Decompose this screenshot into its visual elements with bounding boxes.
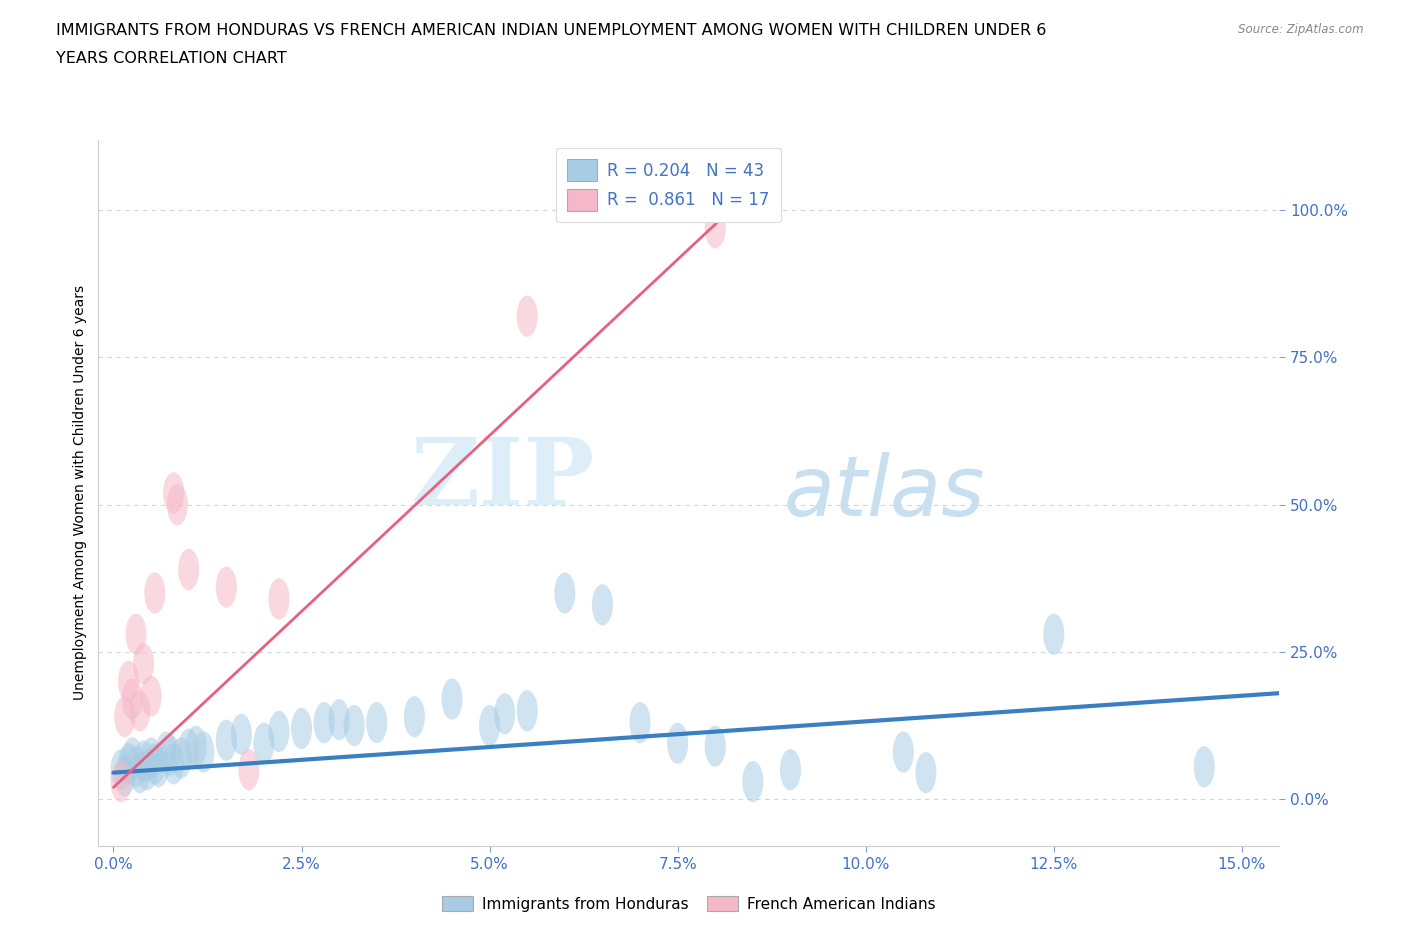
Legend: R = 0.204   N = 43, R =  0.861   N = 17: R = 0.204 N = 43, R = 0.861 N = 17 bbox=[555, 148, 782, 222]
Text: IMMIGRANTS FROM HONDURAS VS FRENCH AMERICAN INDIAN UNEMPLOYMENT AMONG WOMEN WITH: IMMIGRANTS FROM HONDURAS VS FRENCH AMERI… bbox=[56, 23, 1046, 38]
Y-axis label: Unemployment Among Women with Children Under 6 years: Unemployment Among Women with Children U… bbox=[73, 286, 87, 700]
Legend: Immigrants from Honduras, French American Indians: Immigrants from Honduras, French America… bbox=[436, 889, 942, 918]
Text: atlas: atlas bbox=[783, 452, 986, 534]
Text: Source: ZipAtlas.com: Source: ZipAtlas.com bbox=[1239, 23, 1364, 36]
Text: ZIP: ZIP bbox=[411, 433, 595, 524]
Text: YEARS CORRELATION CHART: YEARS CORRELATION CHART bbox=[56, 51, 287, 66]
